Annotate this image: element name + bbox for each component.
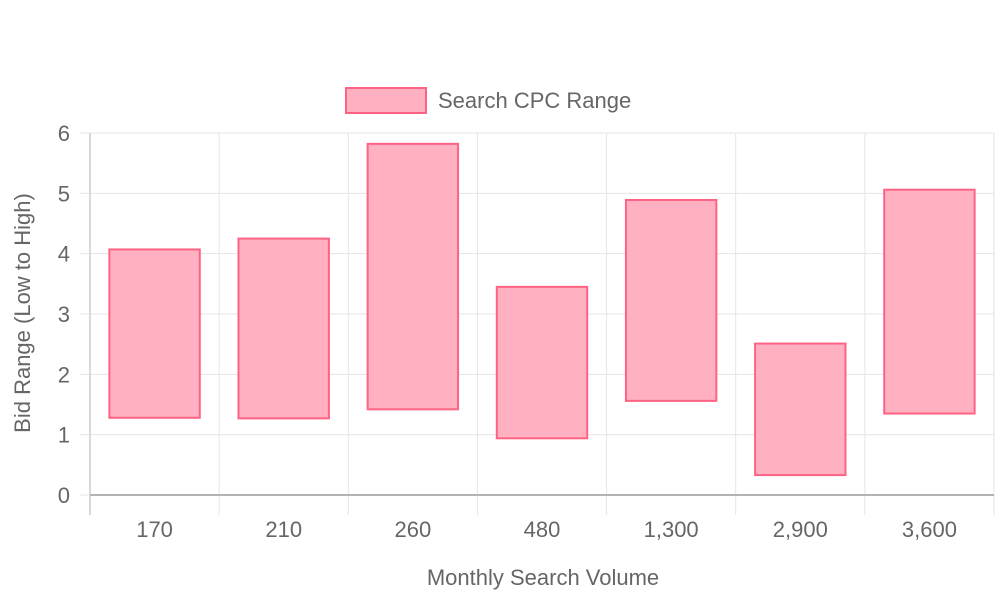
- range-bar[interactable]: [366, 142, 460, 411]
- y-tick-label: 4: [58, 242, 70, 267]
- x-tick-label: 210: [265, 517, 302, 542]
- range-bar[interactable]: [237, 237, 330, 420]
- x-tick-label: 1,300: [644, 517, 699, 542]
- x-tick-label: 170: [136, 517, 173, 542]
- y-tick-label: 3: [58, 302, 70, 327]
- range-bar[interactable]: [108, 248, 201, 419]
- x-tick-label: 2,900: [773, 517, 828, 542]
- x-tick-label: 260: [394, 517, 431, 542]
- y-tick-label: 0: [58, 483, 70, 508]
- range-bar[interactable]: [624, 198, 718, 402]
- x-axis-title: Monthly Search Volume: [427, 565, 659, 590]
- y-tick-label: 5: [58, 181, 70, 206]
- y-tick-label: 6: [58, 121, 70, 146]
- legend-label: Search CPC Range: [438, 88, 631, 113]
- range-bar[interactable]: [883, 188, 976, 415]
- legend-swatch: [345, 87, 427, 114]
- x-tick-label: 480: [524, 517, 561, 542]
- y-tick-label: 2: [58, 362, 70, 387]
- y-axis-title: Bid Range (Low to High): [10, 193, 35, 433]
- axes: 0 1 2 3 4 5 6 170 210 260 480 1,300 2,900 3,600: [58, 121, 994, 542]
- range-bar[interactable]: [495, 285, 589, 440]
- range-bar[interactable]: [754, 342, 847, 477]
- x-tick-label: 3,600: [902, 517, 957, 542]
- y-tick-label: 1: [58, 423, 70, 448]
- bars: [108, 142, 976, 477]
- legend[interactable]: Search CPC Range: [345, 87, 631, 114]
